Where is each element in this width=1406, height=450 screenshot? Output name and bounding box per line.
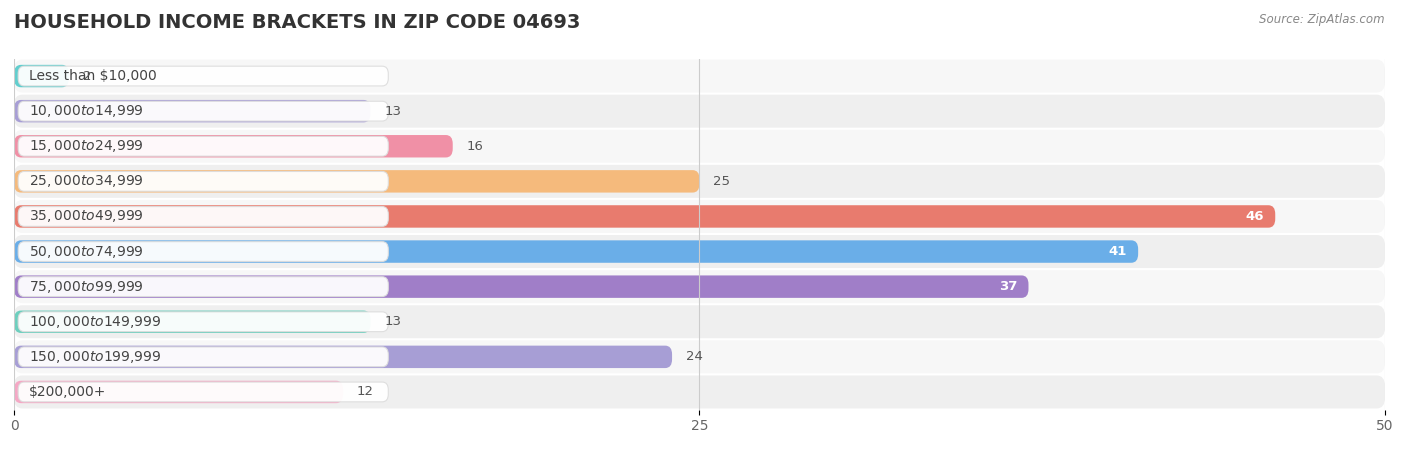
- FancyBboxPatch shape: [14, 130, 1385, 163]
- Text: 16: 16: [467, 140, 484, 153]
- FancyBboxPatch shape: [18, 101, 388, 121]
- FancyBboxPatch shape: [14, 310, 371, 333]
- FancyBboxPatch shape: [14, 346, 672, 368]
- FancyBboxPatch shape: [18, 66, 388, 86]
- FancyBboxPatch shape: [14, 275, 1029, 298]
- FancyBboxPatch shape: [14, 235, 1385, 268]
- FancyBboxPatch shape: [18, 382, 388, 402]
- Text: 2: 2: [83, 70, 91, 82]
- FancyBboxPatch shape: [14, 135, 453, 158]
- FancyBboxPatch shape: [14, 240, 1139, 263]
- Text: 13: 13: [384, 105, 401, 117]
- Text: $10,000 to $14,999: $10,000 to $14,999: [30, 103, 143, 119]
- FancyBboxPatch shape: [18, 277, 388, 297]
- FancyBboxPatch shape: [14, 340, 1385, 374]
- Text: $75,000 to $99,999: $75,000 to $99,999: [30, 279, 143, 295]
- FancyBboxPatch shape: [14, 100, 371, 122]
- Text: $35,000 to $49,999: $35,000 to $49,999: [30, 208, 143, 225]
- FancyBboxPatch shape: [14, 270, 1385, 303]
- FancyBboxPatch shape: [14, 375, 1385, 409]
- FancyBboxPatch shape: [14, 65, 69, 87]
- FancyBboxPatch shape: [18, 242, 388, 261]
- Text: $200,000+: $200,000+: [30, 385, 107, 399]
- Text: 37: 37: [1000, 280, 1018, 293]
- FancyBboxPatch shape: [14, 165, 1385, 198]
- Text: $50,000 to $74,999: $50,000 to $74,999: [30, 243, 143, 260]
- Text: 13: 13: [384, 315, 401, 328]
- Text: Less than $10,000: Less than $10,000: [30, 69, 157, 83]
- FancyBboxPatch shape: [14, 200, 1385, 233]
- Text: $25,000 to $34,999: $25,000 to $34,999: [30, 173, 143, 189]
- Text: 24: 24: [686, 351, 703, 363]
- Text: $15,000 to $24,999: $15,000 to $24,999: [30, 138, 143, 154]
- FancyBboxPatch shape: [14, 205, 1275, 228]
- Text: 46: 46: [1246, 210, 1264, 223]
- FancyBboxPatch shape: [18, 347, 388, 367]
- FancyBboxPatch shape: [14, 170, 700, 193]
- FancyBboxPatch shape: [18, 312, 388, 332]
- Text: 25: 25: [713, 175, 730, 188]
- FancyBboxPatch shape: [14, 94, 1385, 128]
- FancyBboxPatch shape: [18, 171, 388, 191]
- FancyBboxPatch shape: [18, 136, 388, 156]
- Text: 41: 41: [1109, 245, 1128, 258]
- FancyBboxPatch shape: [14, 59, 1385, 93]
- FancyBboxPatch shape: [14, 305, 1385, 338]
- Text: $150,000 to $199,999: $150,000 to $199,999: [30, 349, 162, 365]
- Text: $100,000 to $149,999: $100,000 to $149,999: [30, 314, 162, 330]
- Text: Source: ZipAtlas.com: Source: ZipAtlas.com: [1260, 14, 1385, 27]
- Text: HOUSEHOLD INCOME BRACKETS IN ZIP CODE 04693: HOUSEHOLD INCOME BRACKETS IN ZIP CODE 04…: [14, 14, 581, 32]
- FancyBboxPatch shape: [14, 381, 343, 403]
- FancyBboxPatch shape: [18, 207, 388, 226]
- Text: 12: 12: [357, 386, 374, 398]
